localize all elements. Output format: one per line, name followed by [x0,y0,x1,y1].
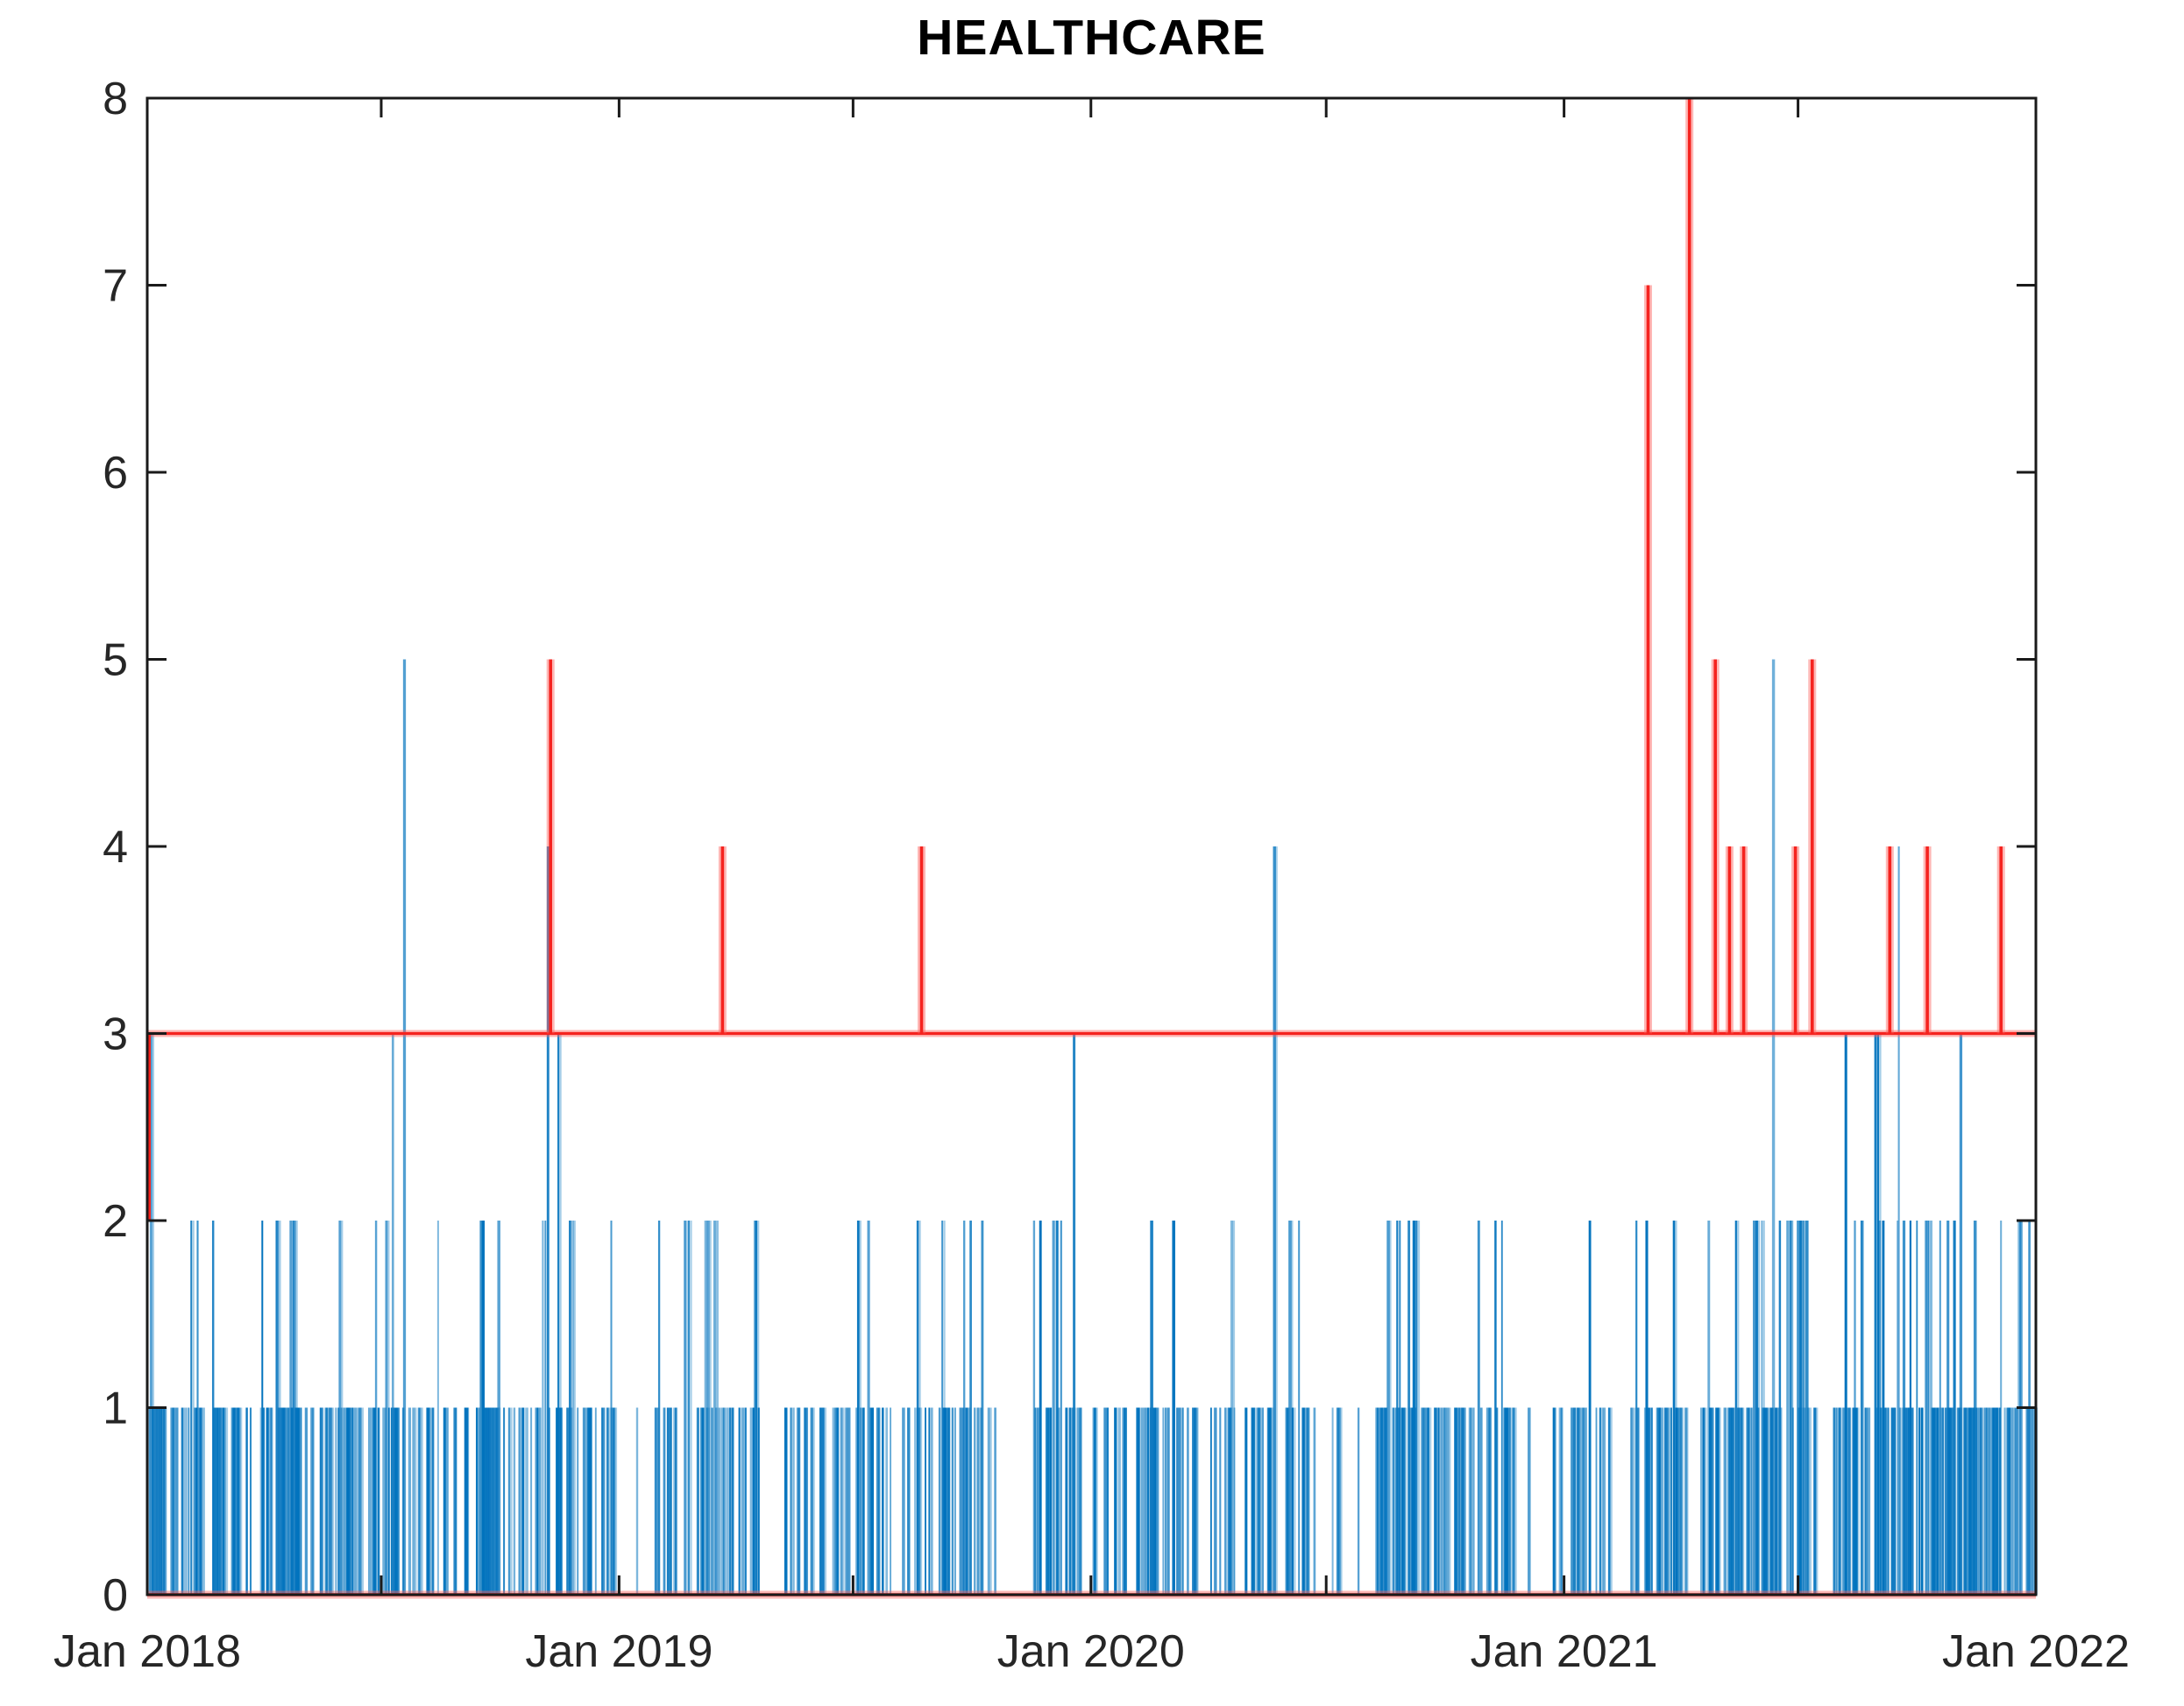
axis-labels: 0 1 2 3 4 5 6 7 8 Jan 2018 Jan 2019 Jan 2020 Jan 202… [53,74,2130,1677]
y-tick-label: 5 [103,635,128,686]
x-tick-label: Jan 2021 [1471,1626,1658,1677]
x-tick-label: Jan 2022 [1942,1626,2130,1677]
y-tick-label: 6 [103,448,128,499]
y-tick-label: 4 [103,822,128,873]
y-tick-label: 8 [103,74,128,124]
x-tick-label: Jan 2019 [525,1626,713,1677]
x-tick-label: Jan 2018 [53,1626,241,1677]
red-threshold-series [147,98,2036,1599]
x-tick-label: Jan 2020 [997,1626,1185,1677]
y-tick-label: 2 [103,1196,128,1247]
plot-box [145,96,2038,1596]
y-tick-label: 3 [103,1009,128,1060]
y-tick-label: 0 [103,1570,128,1621]
y-tick-label: 7 [103,261,128,312]
blue-series [145,659,2039,1595]
chart-title: HEALTHCARE [917,10,1266,66]
axis-ticks [145,96,2038,1596]
y-tick-label: 1 [103,1384,128,1434]
